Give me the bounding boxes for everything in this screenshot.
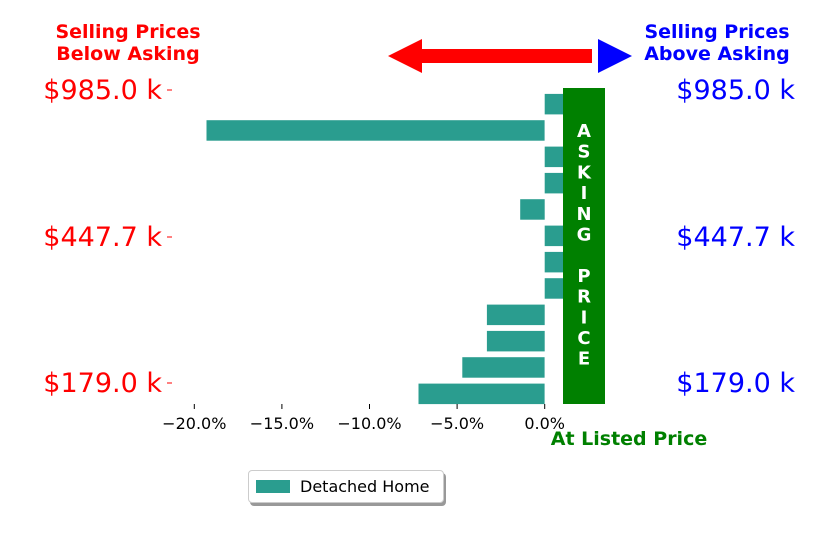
asking-price-letter: I xyxy=(581,183,588,204)
below-asking-title-line1: Selling Prices xyxy=(55,21,200,43)
x-tick-label: −20.0% xyxy=(162,414,226,433)
bar xyxy=(520,199,545,220)
y-tick-label-right: $985.0 k xyxy=(676,75,795,106)
x-tick-label: 0.0% xyxy=(524,414,565,433)
legend-swatch xyxy=(256,480,290,493)
y-tick-label-right: $447.7 k xyxy=(676,222,795,253)
bar xyxy=(206,120,545,141)
above-asking-title-line2: Above Asking xyxy=(644,43,790,65)
x-tick-label: −5.0% xyxy=(430,414,484,433)
bar xyxy=(544,93,566,115)
x-tick-label: −15.0% xyxy=(250,414,314,433)
left-arrow-icon xyxy=(388,39,592,73)
asking-price-letter: I xyxy=(581,307,588,328)
asking-price-letter: A xyxy=(577,121,591,142)
y-tick-label-right: $179.0 k xyxy=(676,368,795,399)
above-asking-title-line1: Selling Prices xyxy=(644,21,789,43)
asking-price-letter: E xyxy=(578,349,590,370)
asking-price-letter: K xyxy=(577,162,592,183)
bar xyxy=(544,225,564,247)
asking-price-letter: P xyxy=(577,266,590,287)
right-arrow-icon xyxy=(598,39,632,73)
bar xyxy=(418,383,545,405)
y-tick-label-left: $179.0 k xyxy=(43,368,162,399)
below-asking-title-line2: Below Asking xyxy=(56,43,199,65)
asking-price-letter: G xyxy=(577,225,592,246)
asking-price-letter: C xyxy=(577,328,590,349)
at-listed-price-label: At Listed Price xyxy=(551,428,707,450)
y-tick-label-left: $447.7 k xyxy=(43,222,162,253)
bar xyxy=(544,278,566,299)
asking-price-letter: N xyxy=(576,204,591,225)
bar xyxy=(462,357,545,378)
y-tick-label-left: $985.0 k xyxy=(43,75,162,106)
legend-label: Detached Home xyxy=(300,477,430,496)
asking-price-letter: S xyxy=(578,142,591,163)
asking-price-band xyxy=(563,88,605,404)
bar xyxy=(486,304,545,326)
bar xyxy=(486,330,545,352)
asking-price-letter: R xyxy=(577,287,591,308)
x-tick-label: −10.0% xyxy=(337,414,401,433)
legend: Detached Home xyxy=(248,470,444,503)
bar xyxy=(544,146,564,168)
